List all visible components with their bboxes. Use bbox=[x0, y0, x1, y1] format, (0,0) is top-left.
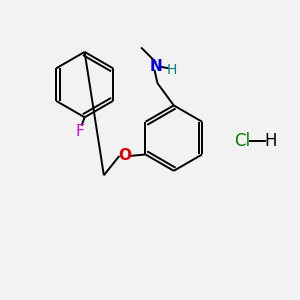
Text: H: H bbox=[167, 63, 178, 77]
Text: O: O bbox=[118, 148, 131, 164]
Text: H: H bbox=[264, 132, 277, 150]
Text: F: F bbox=[76, 124, 85, 139]
Text: Cl: Cl bbox=[234, 132, 250, 150]
Text: N: N bbox=[150, 59, 162, 74]
